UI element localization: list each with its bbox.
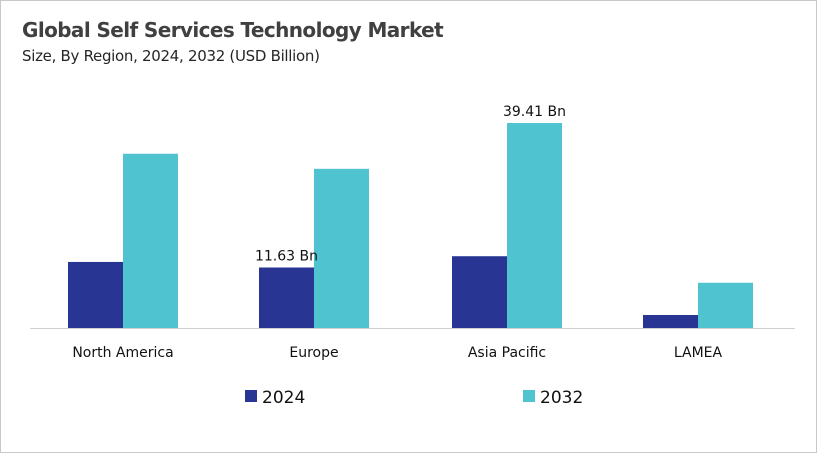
bar-2024-north-america xyxy=(68,261,123,328)
bar-2032-asia-pacific xyxy=(507,123,562,328)
x-tick-label: Europe xyxy=(289,345,338,361)
x-tick-label: North America xyxy=(72,345,173,361)
legend-swatch-2032 xyxy=(523,390,535,402)
data-label: 39.41 Bn xyxy=(503,104,566,120)
bar-2032-lamea xyxy=(698,282,753,328)
chart-title: Global Self Services Technology Market xyxy=(22,18,444,42)
bar-2024-europe xyxy=(259,267,314,328)
chart-subtitle: Size, By Region, 2024, 2032 (USD Billion… xyxy=(22,47,320,65)
legend-label-2024: 2024 xyxy=(262,388,305,408)
bar-2024-lamea xyxy=(643,314,698,328)
bar-2032-north-america xyxy=(123,153,178,328)
legend-label-2032: 2032 xyxy=(540,388,583,408)
bar-2024-asia-pacific xyxy=(452,256,507,328)
x-tick-label: LAMEA xyxy=(674,345,723,361)
x-tick-label: Asia Pacific xyxy=(468,345,546,361)
data-label: 11.63 Bn xyxy=(255,249,318,265)
legend-swatch-2024 xyxy=(245,390,257,402)
bar-2032-europe xyxy=(314,168,369,328)
